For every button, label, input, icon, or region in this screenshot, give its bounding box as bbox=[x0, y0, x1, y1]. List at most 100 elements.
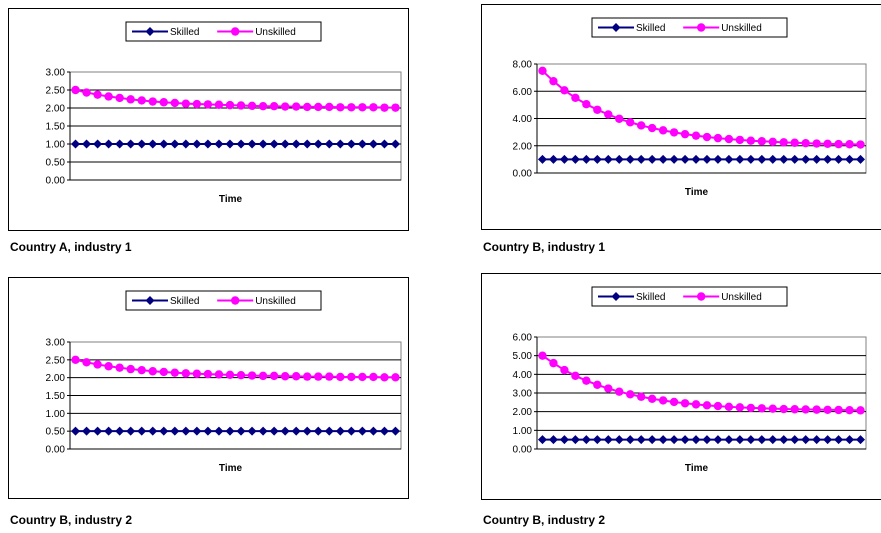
point-skilled bbox=[104, 139, 114, 149]
point-unskilled bbox=[757, 404, 767, 413]
point-skilled bbox=[313, 426, 323, 436]
point-skilled bbox=[559, 435, 569, 445]
point-unskilled bbox=[582, 99, 591, 109]
point-skilled bbox=[269, 139, 279, 149]
point-skilled bbox=[779, 154, 789, 164]
point-skilled bbox=[346, 139, 356, 149]
point-unskilled bbox=[702, 401, 712, 410]
legend-label: Unskilled bbox=[721, 292, 762, 303]
point-skilled bbox=[247, 426, 257, 436]
point-skilled bbox=[680, 435, 690, 445]
point-unskilled bbox=[137, 96, 146, 105]
point-unskilled bbox=[225, 370, 235, 380]
point-unskilled bbox=[358, 103, 367, 112]
point-unskilled bbox=[325, 102, 334, 112]
x-axis-label: Time bbox=[219, 463, 243, 474]
point-unskilled bbox=[369, 103, 378, 112]
point-unskilled bbox=[845, 405, 854, 415]
legend-marker-skilled bbox=[611, 23, 621, 32]
point-unskilled bbox=[214, 370, 224, 379]
point-unskilled bbox=[269, 102, 279, 111]
y-tick-label: 3.00 bbox=[46, 68, 66, 79]
point-unskilled bbox=[336, 103, 345, 112]
point-skilled bbox=[115, 139, 125, 149]
point-skilled bbox=[247, 139, 257, 149]
point-skilled bbox=[390, 426, 400, 436]
point-unskilled bbox=[93, 90, 102, 99]
line-chart: 0.00 0.50 1.00 1.50 2.00 2.50 3.00 Time Skilled U… bbox=[46, 21, 402, 205]
point-unskilled bbox=[314, 372, 323, 381]
point-skilled bbox=[713, 154, 723, 164]
point-skilled bbox=[537, 435, 547, 445]
point-unskilled bbox=[823, 405, 832, 414]
point-skilled bbox=[779, 435, 789, 445]
point-unskilled bbox=[71, 85, 80, 95]
point-skilled bbox=[181, 139, 191, 149]
point-unskilled bbox=[593, 380, 602, 389]
point-unskilled bbox=[691, 400, 701, 409]
point-unskilled bbox=[104, 92, 113, 101]
point-unskilled bbox=[790, 138, 799, 147]
point-unskilled bbox=[148, 97, 157, 106]
point-unskilled bbox=[669, 397, 679, 407]
legend-marker-skilled bbox=[145, 27, 155, 36]
point-skilled bbox=[82, 139, 92, 149]
point-unskilled bbox=[159, 98, 168, 107]
point-skilled bbox=[126, 426, 136, 436]
y-tick-label: 3.00 bbox=[513, 389, 533, 400]
point-unskilled bbox=[247, 371, 257, 380]
point-unskilled bbox=[680, 129, 690, 139]
point-unskilled bbox=[336, 372, 345, 382]
y-tick-label: 1.50 bbox=[46, 122, 66, 133]
y-tick-label: 0.00 bbox=[46, 445, 66, 456]
point-skilled bbox=[812, 154, 822, 164]
point-unskilled bbox=[615, 114, 624, 123]
y-tick-label: 8.00 bbox=[513, 60, 533, 71]
point-skilled bbox=[170, 139, 180, 149]
point-skilled bbox=[735, 154, 745, 164]
point-unskilled bbox=[812, 405, 821, 414]
point-skilled bbox=[148, 139, 158, 149]
point-skilled bbox=[658, 435, 668, 445]
legend-label: Unskilled bbox=[255, 296, 296, 307]
point-unskilled bbox=[845, 140, 854, 149]
point-skilled bbox=[691, 435, 701, 445]
point-skilled bbox=[291, 139, 301, 149]
y-tick-label: 1.50 bbox=[46, 391, 66, 402]
point-skilled bbox=[801, 435, 811, 445]
point-skilled bbox=[702, 154, 712, 164]
point-unskilled bbox=[538, 351, 547, 360]
chart-panel-b-industry-2-right: 0.00 1.00 2.00 3.00 4.00 5.00 6.00 Time Skilled U… bbox=[481, 273, 881, 529]
point-skilled bbox=[280, 426, 290, 436]
point-skilled bbox=[669, 435, 679, 445]
x-axis-label: Time bbox=[685, 187, 709, 198]
point-unskilled bbox=[181, 369, 191, 378]
point-skilled bbox=[845, 435, 855, 445]
point-unskilled bbox=[702, 132, 712, 142]
point-unskilled bbox=[593, 105, 602, 114]
point-unskilled bbox=[604, 384, 613, 393]
point-skilled bbox=[581, 154, 591, 164]
point-unskilled bbox=[93, 360, 102, 369]
point-skilled bbox=[137, 426, 147, 436]
point-unskilled bbox=[126, 95, 135, 104]
point-skilled bbox=[636, 435, 646, 445]
point-skilled bbox=[845, 154, 855, 164]
point-unskilled bbox=[380, 103, 389, 112]
point-unskilled bbox=[636, 121, 646, 130]
point-unskilled bbox=[236, 101, 246, 110]
point-skilled bbox=[379, 426, 389, 436]
point-skilled bbox=[625, 154, 635, 164]
point-skilled bbox=[302, 426, 312, 436]
y-tick-label: 0.50 bbox=[46, 158, 66, 169]
point-skilled bbox=[768, 435, 778, 445]
y-tick-label: 2.00 bbox=[513, 141, 533, 152]
point-unskilled bbox=[71, 355, 80, 365]
legend: Skilled Unskilled bbox=[591, 286, 788, 307]
point-skilled bbox=[790, 435, 800, 445]
point-unskilled bbox=[391, 373, 400, 382]
point-skilled bbox=[390, 139, 400, 149]
point-skilled bbox=[724, 435, 734, 445]
point-skilled bbox=[170, 426, 180, 436]
point-unskilled bbox=[724, 134, 734, 144]
